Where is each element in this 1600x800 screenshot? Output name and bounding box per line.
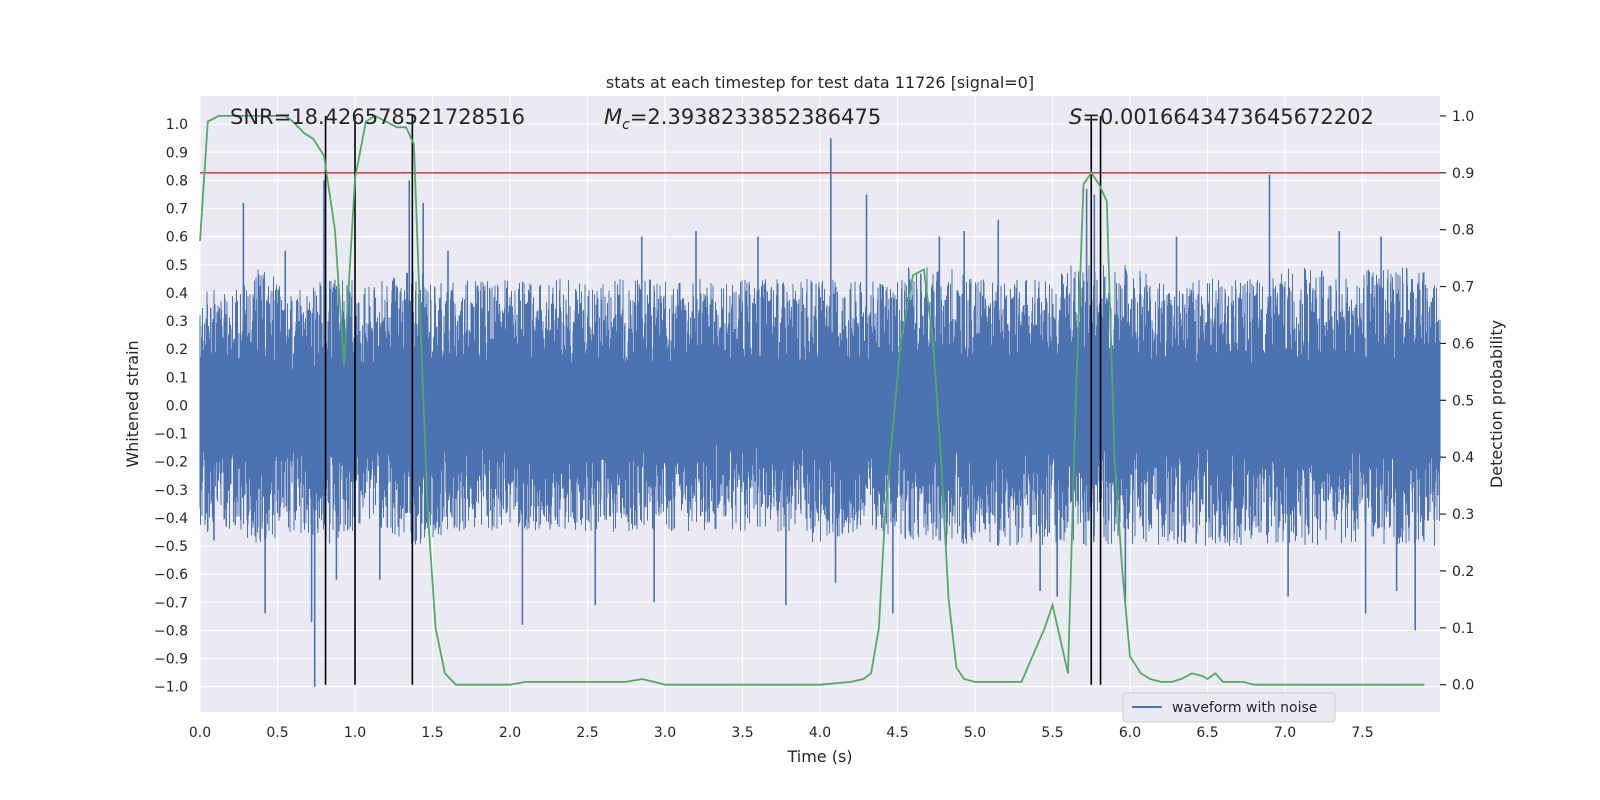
y-right-tick-label: 0.5 <box>1452 393 1474 409</box>
probability-line <box>199 114 1425 686</box>
y-tick-label: 0.9 <box>166 145 188 161</box>
chart-title: stats at each timestep for test data 117… <box>606 73 1034 92</box>
y-right-tick-label: 1.0 <box>1452 109 1474 125</box>
x-axis-label: Time (s) <box>786 747 852 766</box>
x-tick-label: 0.0 <box>189 725 211 741</box>
y-right-tick-label: 0.8 <box>1452 223 1474 239</box>
y-tick-label: 0.2 <box>166 342 188 358</box>
y-tick-label: −1.0 <box>154 680 188 696</box>
y-right-tick-label: 0.6 <box>1452 336 1474 352</box>
y-tick-label: 0.7 <box>166 202 188 218</box>
y-tick-label: 0.1 <box>166 370 188 386</box>
x-tick-label: 6.5 <box>1196 725 1218 741</box>
x-tick-label: 3.5 <box>731 725 753 741</box>
x-tick-label: 2.0 <box>499 725 521 741</box>
y-tick-label: −0.1 <box>154 427 188 443</box>
x-tick-label: 3.0 <box>654 725 676 741</box>
y-axis-right-label: Detection probability <box>1487 320 1506 488</box>
x-tick-label: 7.5 <box>1351 725 1373 741</box>
vertical-lines <box>324 115 1102 685</box>
y-axis-ticks: 1.0 0.9 0.8 0.7 0.6 0.5 0.4 0.3 0.2 0.1 0.0 −0.1 −0.… <box>154 117 188 696</box>
y-axis-label: Whitened strain <box>123 340 142 467</box>
y-axis-right-ticks: 0.0 0.1 0.2 0.3 0.4 0.5 0.6 0.7 0.8 0.9 1.0 <box>1440 109 1474 694</box>
waveform-noise <box>199 264 1441 546</box>
y-tick-label: −0.9 <box>154 652 188 668</box>
y-right-tick-label: 0.0 <box>1452 678 1474 694</box>
x-tick-label: 4.0 <box>809 725 831 741</box>
y-tick-label: −0.7 <box>154 595 188 611</box>
y-tick-label: 0.8 <box>166 173 188 189</box>
x-tick-label: 4.5 <box>886 725 908 741</box>
waveform-series <box>199 138 1441 687</box>
x-tick-label: 0.5 <box>266 725 288 741</box>
y-tick-label: −0.6 <box>154 567 188 583</box>
x-axis-ticks: 0.0 0.5 1.0 1.5 2.0 2.5 3.0 3.5 4.0 4.5 5.0 5.5 6.0 6… <box>189 725 1374 741</box>
y-right-tick-label: 0.4 <box>1452 450 1474 466</box>
y-right-tick-label: 0.3 <box>1452 507 1474 523</box>
y-tick-label: 0.6 <box>166 230 188 246</box>
x-tick-label: 7.0 <box>1274 725 1296 741</box>
y-tick-label: −0.3 <box>154 483 188 499</box>
annotation-s: S=0.0016643473645672202 <box>1069 105 1374 129</box>
y-tick-label: −0.8 <box>154 623 188 639</box>
x-tick-label: 2.5 <box>576 725 598 741</box>
y-tick-label: 0.4 <box>166 286 188 302</box>
x-tick-label: 1.5 <box>421 725 443 741</box>
x-tick-label: 1.0 <box>344 725 366 741</box>
y-right-tick-label: 0.7 <box>1452 280 1474 296</box>
y-right-tick-label: 0.1 <box>1452 621 1474 637</box>
x-tick-label: 5.0 <box>964 725 986 741</box>
legend-label: waveform with noise <box>1172 700 1317 716</box>
y-tick-label: −0.4 <box>154 511 188 527</box>
y-right-tick-label: 0.9 <box>1452 166 1474 182</box>
x-tick-label: 6.0 <box>1119 725 1141 741</box>
y-tick-label: 0.0 <box>166 398 188 414</box>
y-tick-label: −0.5 <box>154 539 188 555</box>
annotation-snr: SNR=18.426578521728516 <box>230 105 525 129</box>
y-tick-label: −0.2 <box>154 455 188 471</box>
legend-box <box>1122 692 1336 723</box>
probability-series <box>199 114 1425 686</box>
y-tick-label: 0.3 <box>166 314 188 330</box>
y-tick-label: 1.0 <box>166 117 188 133</box>
y-tick-label: 0.5 <box>166 258 188 274</box>
x-tick-label: 5.5 <box>1041 725 1063 741</box>
y-right-tick-label: 0.2 <box>1452 564 1474 580</box>
legend: waveform with noise <box>1122 692 1336 723</box>
annotation-chirp-mass: Mc=2.3938233852386475 <box>604 105 881 133</box>
